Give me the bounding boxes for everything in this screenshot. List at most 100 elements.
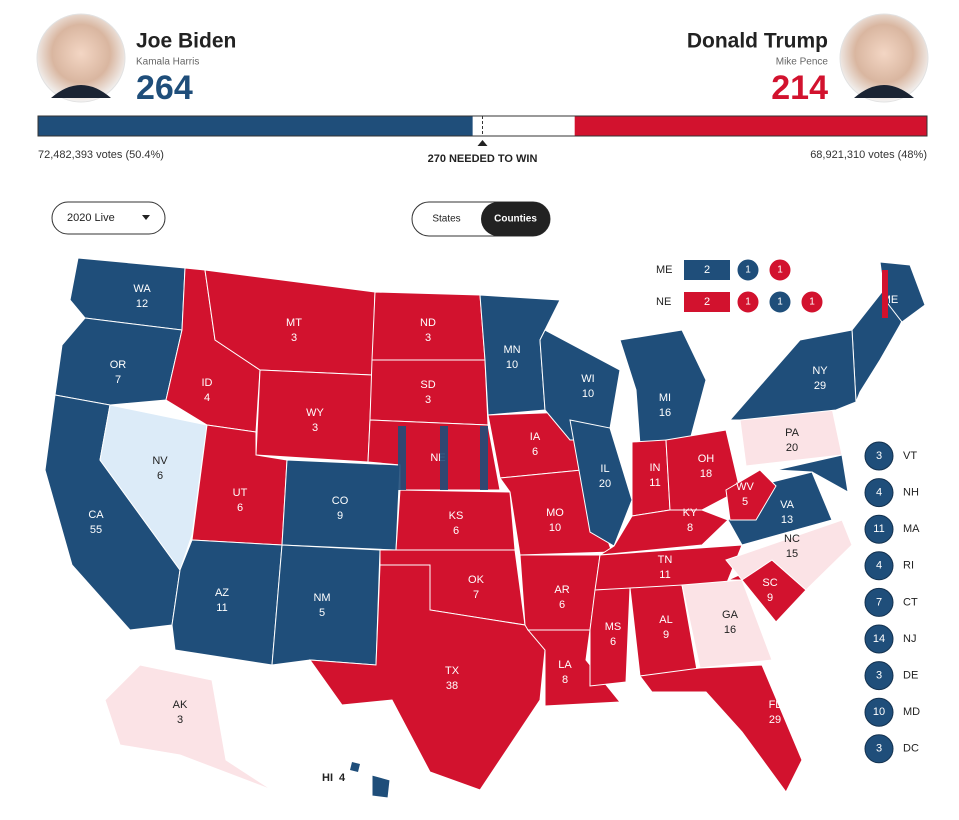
state [569,419,633,547]
popular-vote: 68,921,310 votes (48%) [810,149,927,161]
state-ev: 7 [115,374,121,386]
state [681,579,773,669]
state-abbr: AR [554,584,569,596]
dropdown-label[interactable]: 2020 Live [67,212,115,224]
dropdown-box[interactable] [51,201,166,235]
state-ev: 18 [700,468,712,480]
state-ev: 3 [312,422,318,434]
state-abbr: CO [332,495,349,507]
small-state-ev: 3 [876,743,882,755]
biden-suit [51,85,111,98]
state-abbr: CA [88,509,104,521]
small-state-ev: 11 [873,523,884,535]
district-circle [736,258,760,282]
split-label: NE [656,296,671,308]
state-ev: 15 [786,548,798,560]
toggle-option[interactable]: Counties [494,214,537,225]
state-ev: 11 [659,569,670,581]
small-state-ev: 14 [873,633,885,645]
state-ev: 6 [532,446,538,458]
split-label: ME [656,264,673,276]
state-abbr: AZ [215,587,229,599]
state-abbr: KY [683,507,698,519]
state-abbr: SC [762,577,777,589]
small-state-ev: 7 [876,596,882,608]
state-abbr: AL [659,614,672,626]
dropdown[interactable]: 2020 Live [51,201,166,235]
state-ev: 5 [742,496,748,508]
district-stripe [398,426,406,490]
electoral-votes: 214 [771,69,828,107]
state [371,774,391,799]
state-ev: 12 [136,298,148,310]
district-ev: 1 [745,297,751,308]
small-state-circle [864,734,894,764]
state-abbr: OH [698,453,715,465]
state-abbr: KS [449,510,464,522]
state-ev: 6 [453,525,459,537]
state [104,664,273,791]
state-abbr: NV [152,455,168,467]
small-state-abbr: DC [903,743,919,755]
us-map: WA12OR7CA55NV6ID4MT3WY3UT6CO9AZ11NM5ND3S… [44,257,926,799]
small-state-circle [864,587,894,617]
dropdown-caret[interactable] [142,215,150,220]
state-abbr: IL [600,463,609,475]
at-large-box [684,292,730,312]
district-circle [768,258,792,282]
small-state-abbr: MD [903,706,920,718]
trump-portrait [839,13,929,103]
state-ev: 55 [90,524,102,536]
state [369,359,489,426]
toggle-option[interactable]: States [432,214,460,225]
toggle-active[interactable] [481,202,550,236]
state-abbr: LA [558,659,572,671]
state-ev: 8 [687,522,693,534]
running-mate: Kamala Harris [136,57,199,68]
state-abbr: WI [581,373,594,385]
small-state-abbr: DE [903,670,918,682]
state-abbr: UT [233,487,248,499]
state-ev: 3 [425,332,431,344]
state [665,429,741,511]
state-ev: 6 [237,502,243,514]
state-ev: 6 [559,599,565,611]
needed-label: 270 NEEDED TO WIN [428,153,538,165]
state-ev: 9 [337,510,343,522]
state [271,544,381,666]
state-abbr: MS [605,621,622,633]
at-large-ev: 2 [704,264,710,276]
needed-arrow [477,140,488,146]
small-state-abbr: MA [903,523,920,535]
state-ev: 16 [724,624,736,636]
state-ev: 3 [291,332,297,344]
at-large-ev: 2 [704,296,710,308]
state-ev: 13 [781,514,793,526]
state-abbr: ND [420,317,436,329]
small-state-ev: 4 [876,560,882,572]
district-circle [800,290,824,314]
candidate-name: Joe Biden [136,30,236,53]
running-mate: Mike Pence [776,57,829,68]
state [308,564,546,791]
state [539,329,621,441]
state [727,471,833,546]
state [619,329,707,446]
district-ev: 1 [777,297,783,308]
state [725,469,777,521]
small-state-ev: 3 [876,670,882,682]
small-state-circle [864,551,894,581]
state-ev: 6 [610,636,616,648]
state-abbr: WY [306,407,324,419]
state-ev: 5 [319,607,325,619]
state-abbr: NY [812,365,828,377]
small-state-abbr: VT [903,450,917,462]
view-toggle[interactable]: States Counties [411,201,551,237]
state-ev: 3 [177,714,183,726]
state-ev: 7 [473,589,479,601]
state-abbr: NM [313,592,330,604]
small-state-abbr: RI [903,560,914,572]
biden-portrait [36,13,126,103]
state-ev: 4 [339,772,346,784]
